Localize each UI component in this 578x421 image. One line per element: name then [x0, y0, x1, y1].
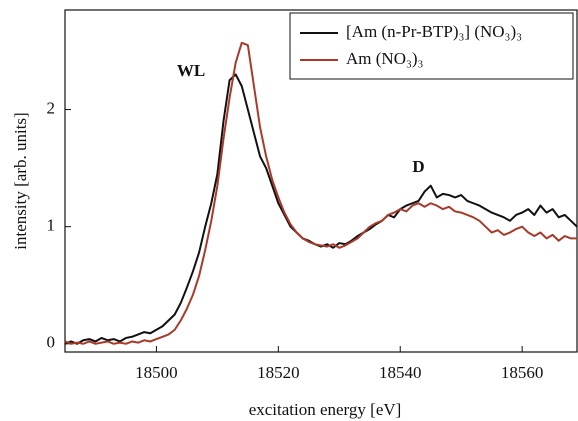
y-tick-label: 2 — [47, 98, 56, 117]
annotation: D — [412, 157, 424, 176]
y-axis-label: intensity [arb. units] — [11, 112, 30, 249]
annotation: WL — [177, 61, 205, 80]
plot-frame — [64, 9, 578, 353]
x-tick-label: 18560 — [501, 363, 544, 382]
x-tick-label: 18520 — [257, 363, 300, 382]
legend-box — [289, 12, 574, 80]
legend: [Am (n-Pr-BTP)₃] (NO₃)₃ Am (NO₃)₃ — [289, 12, 574, 80]
x-tick-label: 18500 — [135, 363, 178, 382]
x-axis-label: excitation energy [eV] — [249, 400, 402, 419]
x-tick-label: 18540 — [379, 363, 422, 382]
series-line — [64, 41, 577, 345]
legend-label: Am (NO₃)₃ — [346, 49, 424, 68]
y-tick-label: 1 — [47, 216, 56, 235]
y-tick-label: 0 — [47, 333, 56, 352]
series-line — [64, 73, 578, 345]
legend-label: [Am (n-Pr-BTP)₃] (NO₃)₃ — [346, 22, 522, 41]
